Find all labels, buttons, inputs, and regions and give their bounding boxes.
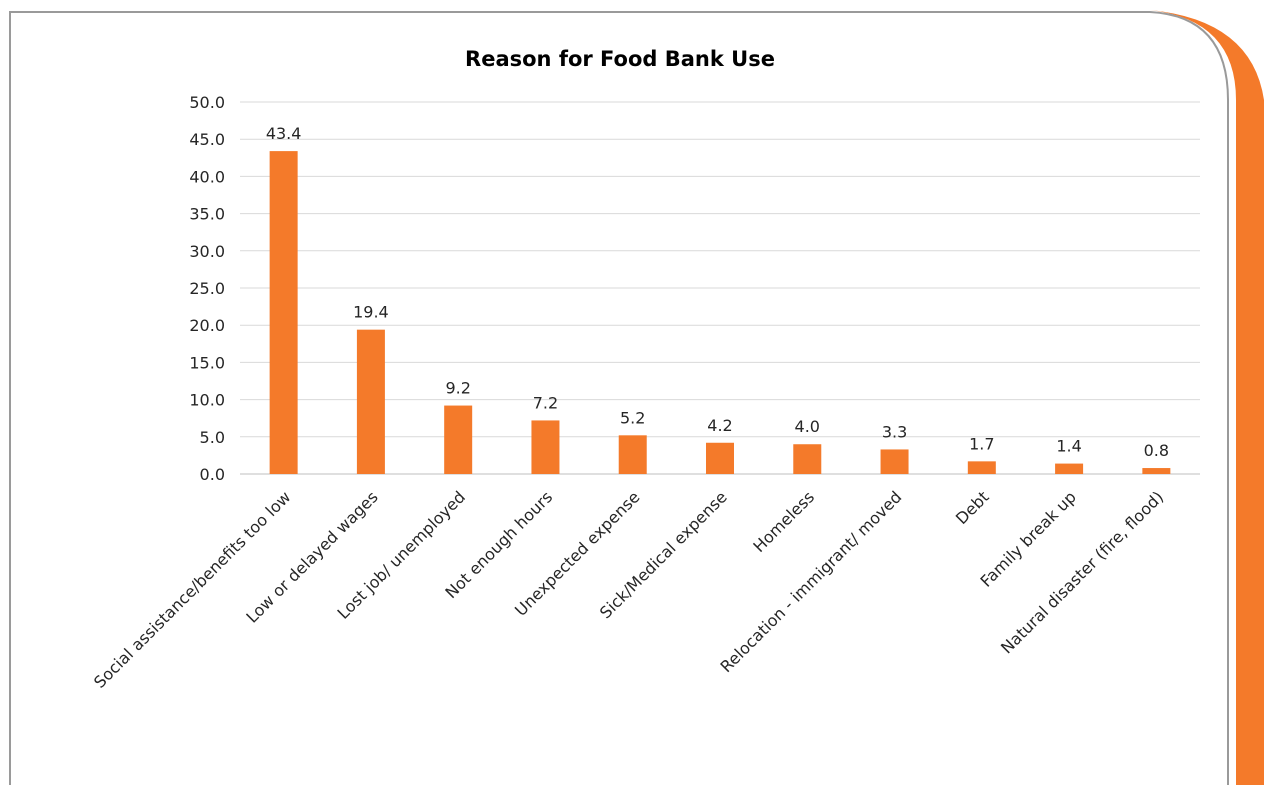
y-tick-label: 0.0 [200, 465, 225, 484]
data-label: 3.3 [882, 422, 907, 441]
bar [356, 329, 385, 474]
data-labels: 43.4 19.4 9.2 7.2 5.2 4.2 4.0 3.3 1.7 1.4 0.8 [266, 124, 1169, 460]
bar [967, 461, 996, 474]
data-label: 5.2 [620, 408, 645, 427]
y-tick-label: 50.0 [189, 93, 225, 112]
data-label: 43.4 [266, 124, 302, 143]
data-label: 19.4 [353, 303, 389, 322]
data-label: 4.2 [707, 416, 732, 435]
gridlines [240, 101, 1200, 475]
data-label: 7.2 [533, 393, 558, 412]
bar [706, 442, 734, 474]
y-tick-label: 10.0 [189, 391, 225, 410]
y-tick-label: 15.0 [189, 353, 225, 372]
bar [269, 151, 298, 474]
bar [1055, 463, 1084, 474]
bar [1142, 468, 1171, 474]
y-tick-label: 25.0 [189, 279, 225, 298]
y-tick-label: 40.0 [189, 167, 225, 186]
y-tick-label: 35.0 [189, 205, 225, 224]
data-label: 9.2 [445, 379, 470, 398]
y-axis-tick-labels: 0.0 5.0 10.0 15.0 20.0 25.0 30.0 35.0 40.0 45.0 50… [189, 93, 225, 484]
bar [618, 435, 647, 474]
data-label: 4.0 [795, 417, 820, 436]
bar [444, 405, 473, 474]
y-tick-label: 30.0 [189, 242, 225, 261]
data-label: 1.4 [1056, 437, 1081, 456]
y-tick-label: 20.0 [189, 316, 225, 335]
orange-corner-decoration [1150, 10, 1264, 785]
y-tick-label: 5.0 [200, 428, 225, 447]
bar [531, 420, 560, 474]
chart-title: Reason for Food Bank Use [465, 47, 775, 71]
y-tick-label: 45.0 [189, 130, 225, 149]
bar [880, 449, 909, 474]
bars [269, 151, 1171, 474]
bar [793, 444, 822, 474]
data-label: 1.7 [969, 434, 994, 453]
chart-frame [9, 11, 1229, 785]
data-label: 0.8 [1144, 441, 1169, 460]
